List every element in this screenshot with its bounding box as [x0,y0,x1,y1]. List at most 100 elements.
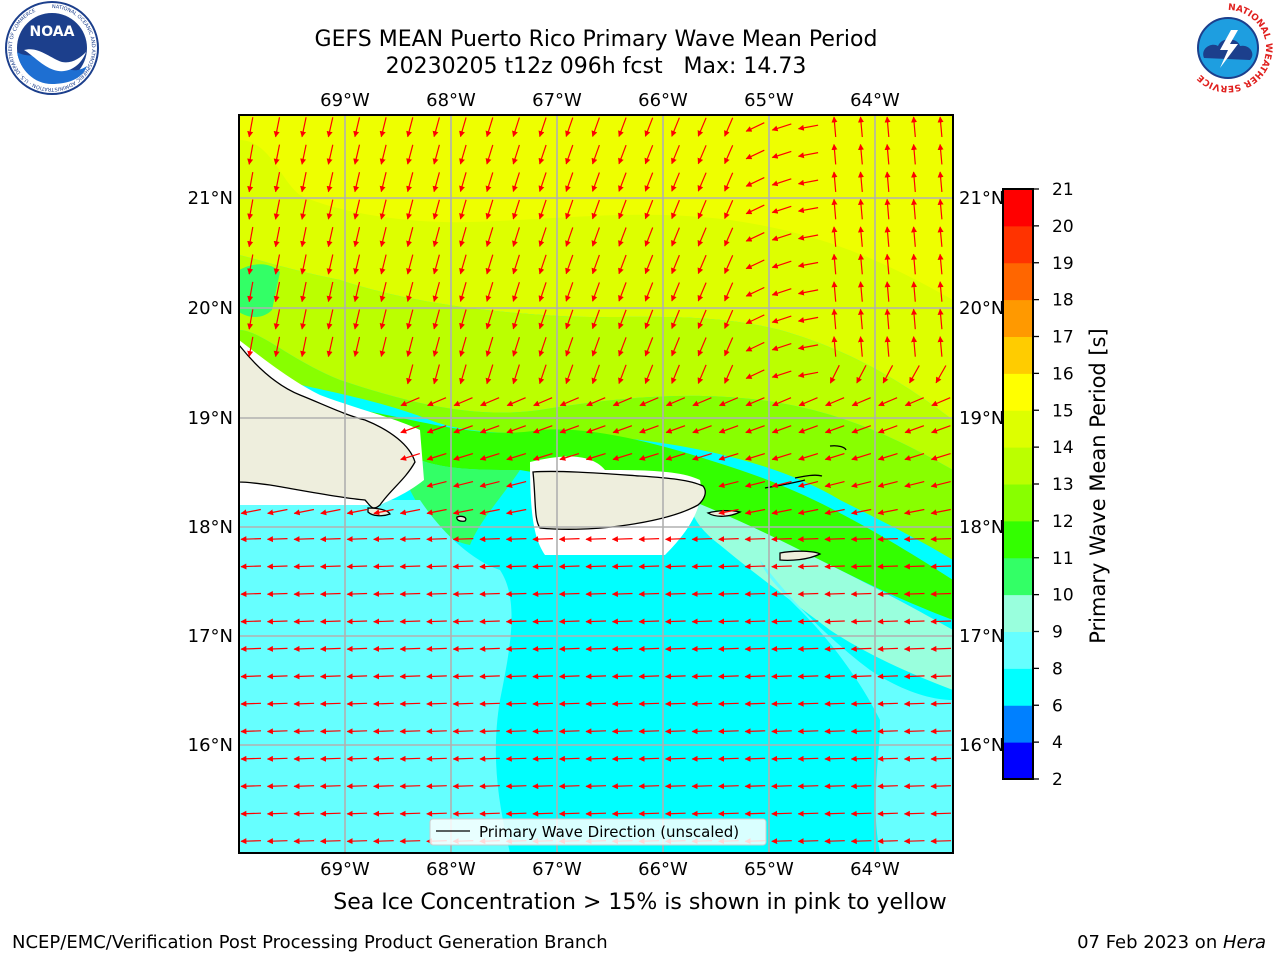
wave-direction-arrow [585,673,607,680]
wave-direction-arrow [452,618,474,625]
wave-direction-arrow [505,591,527,598]
wave-direction-arrow [591,309,600,330]
wave-direction-arrow [432,199,440,220]
wave-direction-arrow [718,673,739,680]
wave-direction-arrow [399,591,421,598]
wave-direction-arrow [480,397,500,407]
wave-direction-arrow [850,618,872,625]
wave-direction-arrow [506,425,527,434]
wave-direction-arrow [877,700,898,707]
wave-direction-arrow [697,117,707,137]
wave-direction-arrow [485,144,494,165]
wave-direction-arrow [538,254,547,275]
lat-label-left: 16°N [188,735,233,756]
wave-direction-arrow [745,204,765,215]
wave-direction-arrow [797,152,819,159]
wave-direction-arrow [565,117,574,137]
wave-direction-arrow [585,453,606,461]
wave-direction-arrow [459,227,467,247]
wave-direction-arrow [638,755,660,762]
wave-direction-arrow [771,481,792,489]
wave-direction-arrow [745,369,765,379]
wave-direction-arrow [644,199,654,220]
wave-direction-arrow [691,645,713,652]
wave-direction-arrow [618,227,627,247]
wave-direction-arrow [373,728,394,735]
wave-direction-arrow [320,536,341,543]
wave-direction-arrow [512,282,520,302]
wave-direction-arrow [506,397,526,407]
wave-direction-arrow [824,810,845,817]
wave-direction-arrow [479,645,500,652]
wave-direction-arrow [824,591,845,598]
wave-direction-arrow [618,144,627,165]
wave-direction-arrow [400,425,420,434]
wave-direction-arrow [266,728,288,735]
wave-direction-arrow [930,673,952,680]
wave-direction-arrow [930,618,952,625]
wave-direction-arrow [903,755,925,762]
colorbar-tick-label: 15 [1052,401,1074,421]
wave-direction-arrow [247,226,254,248]
wave-direction-arrow [611,783,633,790]
wave-direction-arrow [452,783,474,790]
wave-direction-arrow [850,810,872,817]
wave-direction-arrow [745,177,765,187]
lat-label-right: 16°N [959,735,1004,756]
wave-direction-arrow [857,308,864,330]
wave-direction-arrow [373,563,394,570]
wave-direction-arrow [638,783,660,790]
wave-direction-arrow [532,591,553,598]
wave-direction-arrow [718,645,739,652]
colorbar-swatch [1003,631,1033,669]
wave-direction-arrow [426,425,447,434]
wave-direction-arrow [346,536,368,543]
wave-direction-arrow [745,259,765,270]
wave-direction-arrow [745,397,765,407]
wave-direction-arrow [850,563,872,570]
wave-direction-arrow [771,755,792,762]
wave-direction-arrow [930,783,952,790]
wave-direction-arrow [479,453,500,461]
wave-direction-arrow [884,143,891,165]
wave-direction-arrow [266,700,288,707]
wave-direction-arrow [585,755,607,762]
wave-direction-arrow [353,309,361,330]
wave-direction-arrow [930,591,952,598]
wave-direction-arrow [611,700,633,707]
wave-direction-arrow [857,226,864,247]
wave-direction-arrow [320,591,341,598]
wave-direction-arrow [533,397,553,407]
wave-direction-arrow [406,227,414,248]
wave-direction-arrow [452,810,474,817]
wave-direction-arrow [399,536,421,543]
wave-direction-arrow [459,144,467,165]
wave-direction-arrow [692,397,712,407]
wave-direction-arrow [506,453,527,461]
wave-direction-arrow [824,536,845,543]
wave-direction-arrow [300,336,307,358]
wave-direction-arrow [532,673,553,680]
wave-direction-arrow [618,309,627,330]
footer-date: 07 Feb 2023 on Hera [1077,932,1266,953]
wave-direction-arrow [591,364,600,385]
wave-direction-arrow [399,508,421,516]
map-legend: Primary Wave Direction (unscaled) [429,818,767,846]
wave-direction-arrow [724,145,734,165]
wave-direction-arrow [771,563,792,570]
wave-direction-arrow [240,755,262,762]
wave-direction-arrow [824,783,845,790]
wave-direction-arrow [829,364,840,384]
wave-direction-arrow [326,199,334,220]
wave-direction-arrow [671,117,680,137]
wave-direction-arrow [293,618,315,625]
wave-direction-arrow [724,172,734,192]
wave-direction-arrow [665,397,686,407]
wave-direction-arrow [558,700,580,707]
wave-direction-arrow [771,178,792,187]
wave-direction-arrow [638,591,660,598]
wave-direction-arrow [591,282,600,302]
wave-direction-arrow [745,286,765,297]
colorbar-swatch [1003,410,1033,448]
wave-direction-arrow [293,755,315,762]
